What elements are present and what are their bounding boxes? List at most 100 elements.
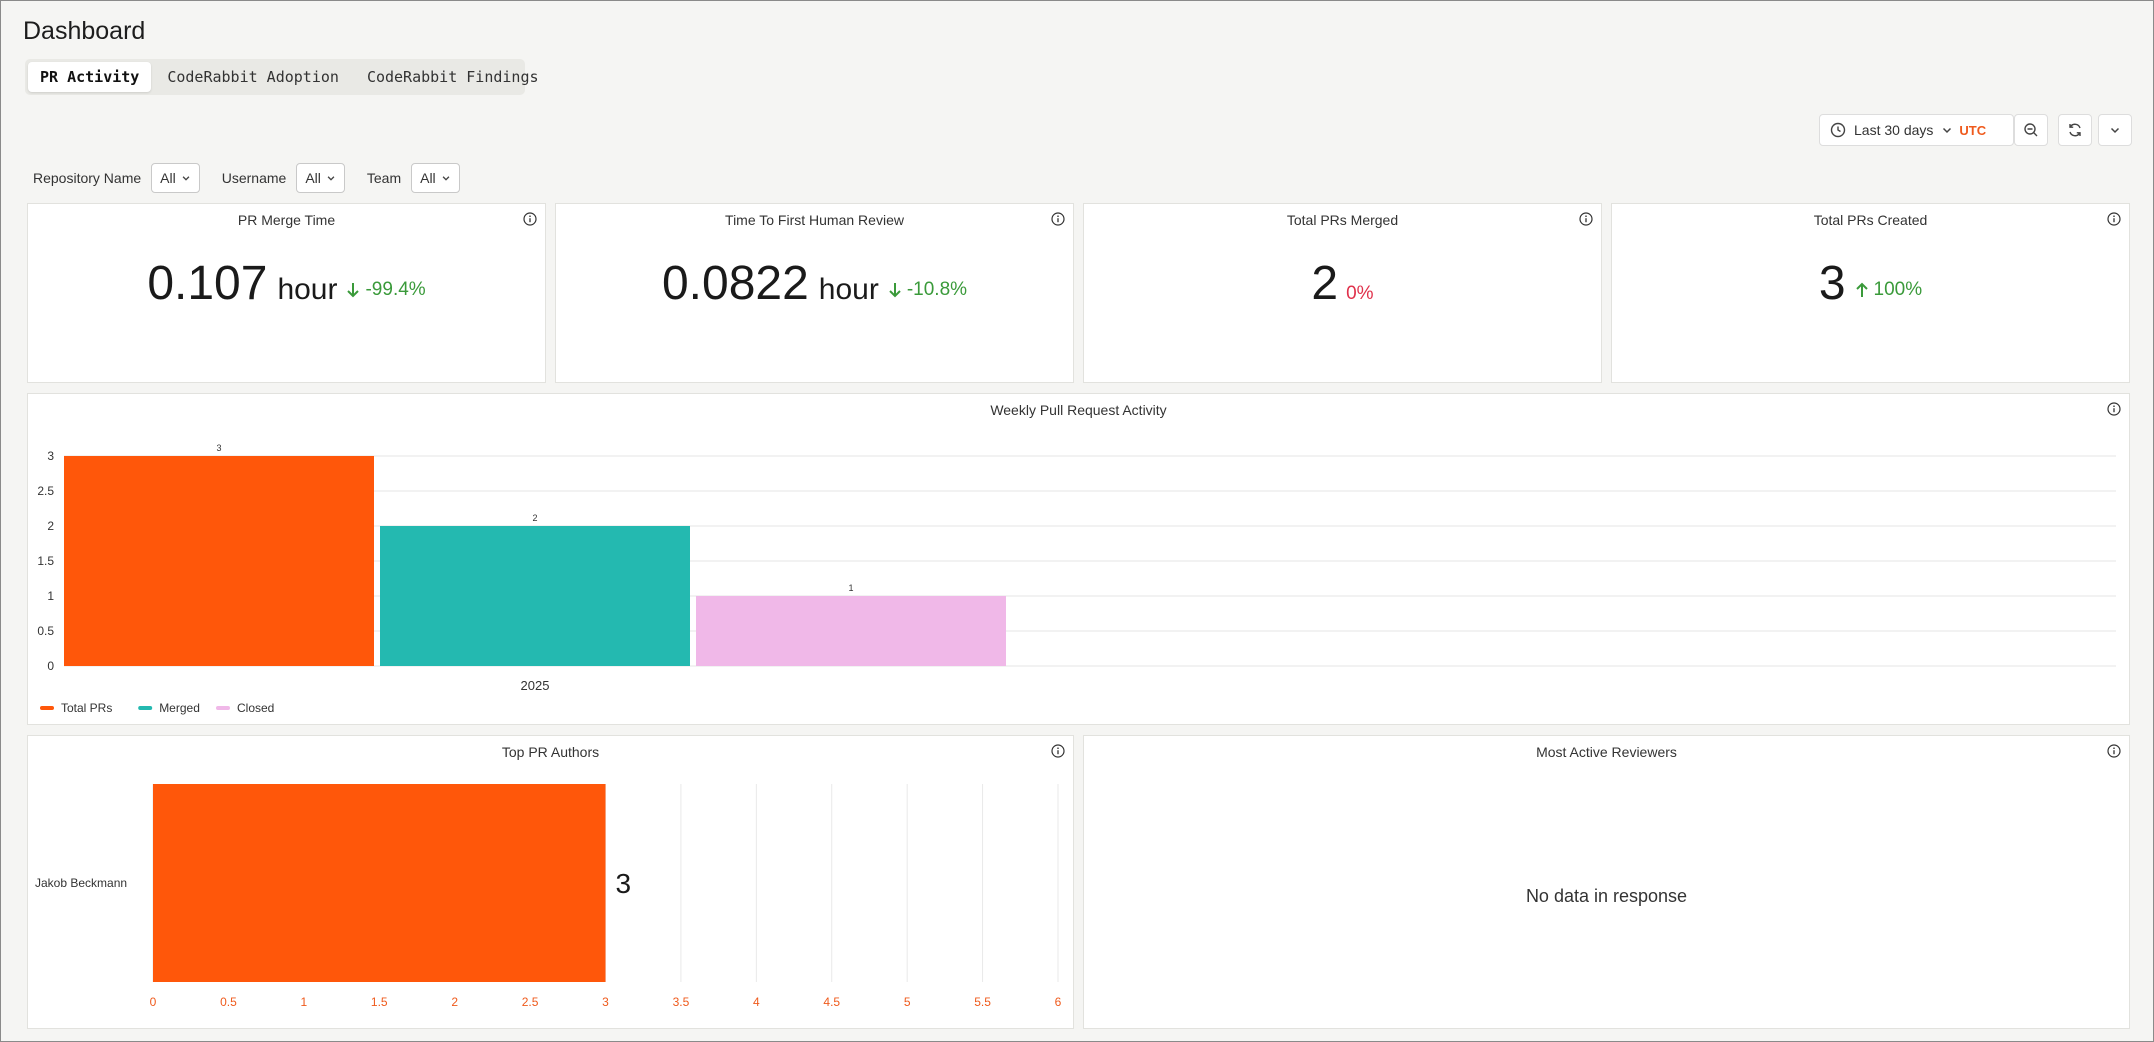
kpi-unit: hour: [818, 273, 879, 306]
bar-closed: [696, 596, 1006, 666]
repository-select-value: All: [160, 170, 176, 186]
page-title: Dashboard: [23, 17, 146, 45]
weekly-bar-chart: 0 0.5 1 1.5 2 2.5 3 3 2 1 2025 Total PRs Merged Close…: [37, 443, 2116, 715]
kpi-delta-value: 0%: [1346, 283, 1374, 304]
kpi-time-to-first-review: Time To First Human Review 0.0822 hour -…: [555, 203, 1074, 383]
legend-label: Total PRs: [61, 701, 112, 715]
y-tick-label: 0: [47, 659, 54, 673]
chevron-down-icon: [2110, 127, 2120, 134]
y-tick-label: 0.5: [37, 624, 54, 638]
x-tick-label: 3: [602, 995, 609, 1009]
legend-label: Merged: [159, 701, 200, 715]
team-select[interactable]: All: [411, 163, 460, 193]
kpi-unit: hour: [277, 273, 338, 306]
panel-title: Top PR Authors: [501, 744, 600, 760]
kpi-delta-value: 100%: [1873, 279, 1923, 300]
kpi-pr-merge-time: PR Merge Time 0.107 hour -99.4%: [27, 203, 546, 383]
x-tick-label: 5.5: [974, 995, 991, 1009]
kpi-value: 3: [1818, 257, 1846, 310]
x-tick-label: 3.5: [673, 995, 690, 1009]
chevron-down-icon: [182, 176, 190, 181]
chevron-down-icon: [1943, 127, 1952, 134]
filter-bar: Repository Name All Username All Team Al…: [33, 163, 482, 193]
x-tick-label: 5: [904, 995, 911, 1009]
kpi-total-prs-merged: Total PRs Merged 2 0%: [1083, 203, 1602, 383]
panel-title: Total PRs Created: [1813, 212, 1928, 228]
info-icon[interactable]: [2107, 402, 2121, 416]
x-tick-label: 1.5: [371, 995, 388, 1009]
most-active-reviewers-panel: Most Active Reviewers No data in respons…: [1083, 735, 2130, 1029]
x-tick-label: 6: [1055, 995, 1062, 1009]
info-icon[interactable]: [1579, 212, 1593, 226]
tab-coderabbit-findings[interactable]: CodeRabbit Findings: [366, 68, 539, 86]
arrow-down-icon: [347, 283, 360, 298]
bar-author: [153, 784, 606, 982]
legend-label: Closed: [237, 701, 274, 715]
panel-title: Total PRs Merged: [1286, 212, 1399, 228]
data-label: 3: [616, 868, 632, 899]
time-range-picker[interactable]: Last 30 days UTC: [1819, 114, 2014, 146]
kpi-delta: -99.4%: [345, 279, 426, 301]
arrow-up-icon: [1855, 282, 1868, 297]
kpi-delta: 0%: [1346, 283, 1373, 305]
panel-title: Time To First Human Review: [725, 212, 904, 228]
filter-label-team: Team: [366, 170, 402, 186]
kpi-value: 2: [1311, 257, 1339, 310]
tab-pr-activity[interactable]: PR Activity: [28, 62, 152, 92]
data-label: 3: [216, 443, 221, 453]
kpi-value-row: 0.107 hour -99.4%: [28, 256, 545, 311]
x-tick-label: 2: [451, 995, 458, 1009]
zoom-out-button[interactable]: [2014, 114, 2048, 146]
kpi-value: 0.107: [147, 257, 268, 310]
filter-label-username: Username: [221, 170, 287, 186]
legend-swatch: [40, 706, 54, 710]
empty-state-message: No data in response: [1525, 886, 1688, 906]
info-icon[interactable]: [2107, 744, 2121, 758]
kpi-value-row: 2 0%: [1084, 256, 1601, 311]
x-tick-label: 4: [753, 995, 760, 1009]
arrow-down-icon: [889, 283, 901, 298]
panel-title: Weekly Pull Request Activity: [990, 402, 1167, 418]
y-tick-label: 3: [47, 449, 54, 463]
info-icon[interactable]: [1051, 212, 1065, 226]
y-tick-label: 1: [47, 589, 54, 603]
tab-coderabbit-adoption[interactable]: CodeRabbit Adoption: [167, 68, 339, 86]
time-range-label: Last 30 days: [1854, 122, 1934, 138]
clock-icon: [1830, 122, 1846, 138]
refresh-button[interactable]: [2058, 114, 2092, 146]
data-label: 1: [848, 583, 853, 593]
top-pr-authors-panel: Top PR Authors 0 0.5 1 1.5 2 2.5 3 3.5 4 4.5 5 5.5 6…: [27, 735, 1074, 1029]
bar-merged: [380, 526, 690, 666]
y-tick-label: 2: [47, 519, 54, 533]
legend-swatch: [216, 706, 230, 710]
chevron-down-icon: [327, 176, 335, 181]
bar-total-prs: [64, 456, 374, 666]
kpi-value-row: 3 100%: [1612, 256, 2129, 311]
chevron-down-icon: [442, 176, 450, 181]
y-tick-label: 2.5: [37, 484, 54, 498]
zoom-out-icon: [2024, 123, 2038, 137]
info-icon[interactable]: [1051, 744, 1065, 758]
y-tick-label: 1.5: [37, 554, 54, 568]
username-select[interactable]: All: [296, 163, 345, 193]
y-category-label: Jakob Beckmann: [35, 876, 127, 890]
repository-select[interactable]: All: [151, 163, 200, 193]
kpi-delta-value: -10.8%: [906, 279, 968, 300]
x-tick-label: 0: [150, 995, 157, 1009]
kpi-delta: -10.8%: [887, 279, 967, 301]
data-label: 2: [532, 513, 537, 523]
info-icon[interactable]: [523, 212, 537, 226]
filter-label-repository: Repository Name: [33, 170, 142, 186]
x-tick-label: 2025: [521, 678, 550, 693]
refresh-options-button[interactable]: [2098, 114, 2132, 146]
kpi-value: 0.0822: [661, 257, 809, 310]
kpi-delta: 100%: [1854, 279, 1923, 301]
weekly-pr-activity-panel: Weekly Pull Request Activity 0 0.5 1 1.5 2 2.…: [27, 393, 2130, 725]
timezone-label: UTC: [1959, 122, 1987, 138]
refresh-icon: [2069, 123, 2081, 137]
panel-title: Most Active Reviewers: [1536, 744, 1677, 760]
team-select-value: All: [420, 170, 436, 186]
info-icon[interactable]: [2107, 212, 2121, 226]
legend-swatch: [138, 706, 153, 710]
kpi-value-row: 0.0822 hour -10.8%: [556, 256, 1073, 311]
